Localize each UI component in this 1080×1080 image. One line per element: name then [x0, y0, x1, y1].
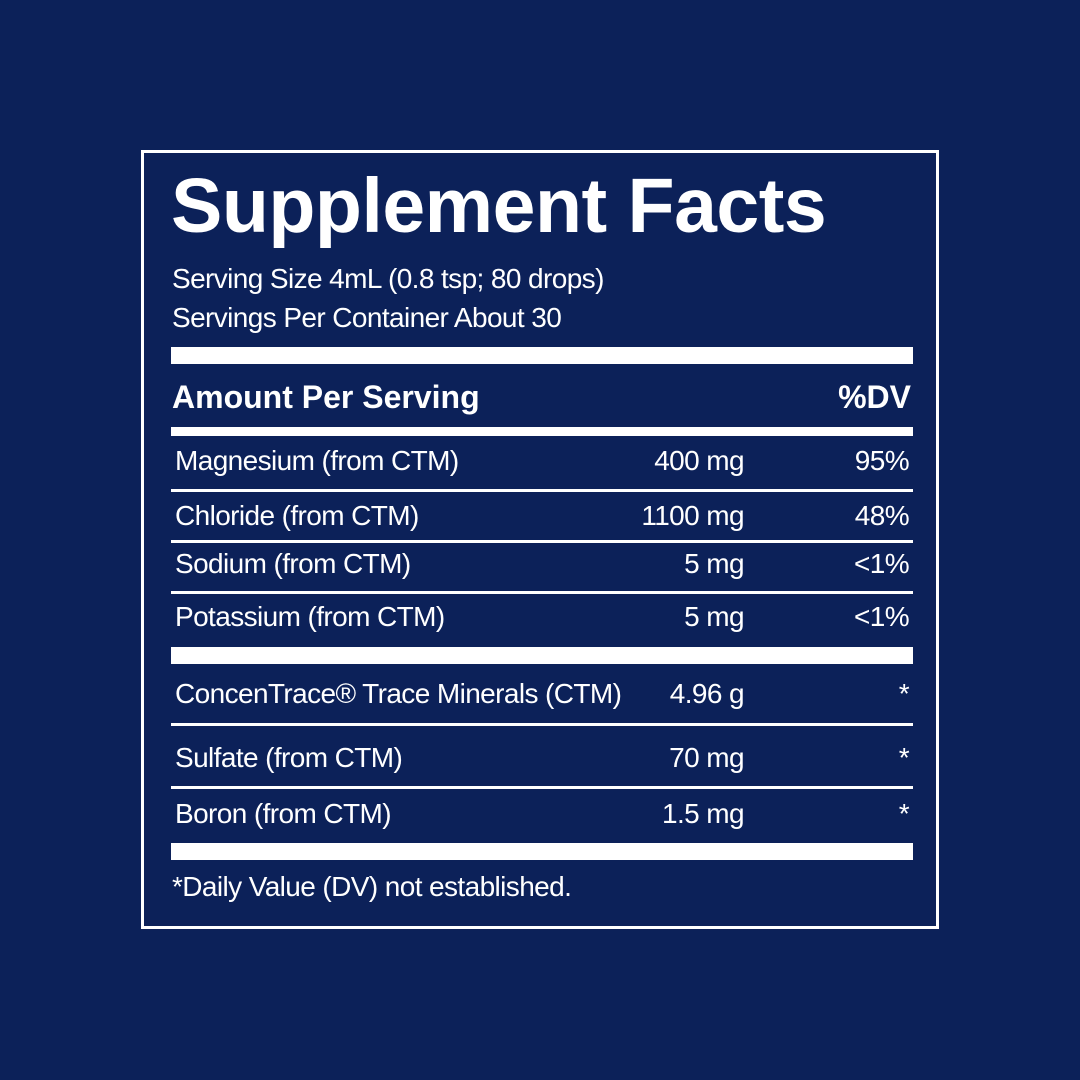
amount: 4.96 g — [669, 678, 745, 709]
daily-value: <1% — [853, 601, 910, 632]
amount: 5 mg — [684, 601, 744, 632]
row-rule — [171, 591, 913, 594]
nutrient-name: Sulfate (from CTM) — [175, 742, 403, 773]
nutrient-name: Chloride (from CTM) — [175, 500, 419, 531]
row-rule — [171, 540, 913, 543]
row-rule — [171, 723, 913, 726]
daily-value: * — [898, 742, 910, 773]
nutrient-name: Potassium (from CTM) — [175, 601, 445, 632]
daily-value: 95% — [854, 445, 910, 476]
nutrient-name: ConcenTrace® Trace Minerals (CTM) — [175, 678, 622, 709]
amount: 1.5 mg — [662, 798, 745, 829]
serving-size: Serving Size 4mL (0.8 tsp; 80 drops) — [172, 263, 604, 294]
amount: 1100 mg — [641, 500, 744, 531]
amount: 5 mg — [684, 548, 744, 579]
amount: 400 mg — [654, 445, 744, 476]
thick-rule — [171, 347, 913, 364]
amount: 70 mg — [669, 742, 744, 773]
nutrient-name: Magnesium (from CTM) — [175, 445, 459, 476]
daily-value: * — [898, 678, 910, 709]
nutrient-name: Sodium (from CTM) — [175, 548, 411, 579]
servings-per-container: Servings Per Container About 30 — [172, 302, 562, 333]
thick-rule — [171, 647, 913, 664]
label-border — [141, 150, 939, 929]
daily-value: 48% — [854, 500, 910, 531]
row-rule — [171, 786, 913, 789]
row-rule — [171, 489, 913, 492]
thick-rule — [171, 843, 913, 860]
title: Supplement Facts — [171, 163, 827, 249]
nutrient-name: Boron (from CTM) — [175, 798, 392, 829]
footnote: *Daily Value (DV) not established. — [172, 871, 572, 902]
daily-value: * — [898, 798, 910, 829]
dv-header: %DV — [838, 379, 911, 415]
amount-header: Amount Per Serving — [172, 379, 480, 415]
medium-rule — [171, 427, 913, 436]
daily-value: <1% — [853, 548, 910, 579]
